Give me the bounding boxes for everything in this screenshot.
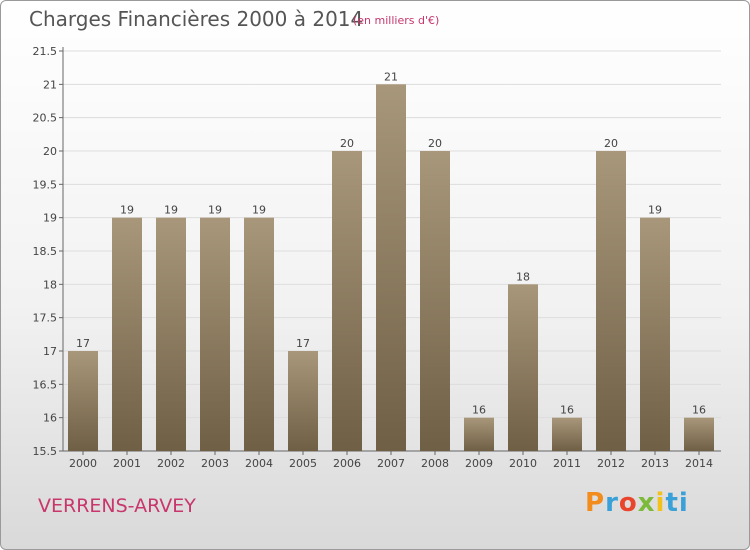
bar-2001 (112, 217, 142, 451)
y-tick-label: 20.5 (33, 112, 58, 125)
y-tick-label: 20 (43, 145, 57, 158)
x-tick-label-2010: 2010 (509, 457, 537, 470)
x-tick-label-2001: 2001 (113, 457, 141, 470)
bar-2007 (376, 84, 406, 451)
x-tick-label-2006: 2006 (333, 457, 361, 470)
y-tick-labels: 15.5 16 16.5 17 17.5 18 18.5 19 19.5 20 20.5 21 21.5 (33, 45, 58, 458)
y-tick-label: 16 (43, 412, 57, 425)
bar-2006 (332, 151, 362, 451)
y-tick-label: 19.5 (33, 178, 58, 191)
bar-2011 (552, 417, 582, 451)
y-tick-label: 18.5 (33, 245, 58, 258)
value-label-2005: 17 (296, 337, 310, 350)
value-label-2014: 16 (692, 404, 706, 417)
y-tick-label: 17.5 (33, 312, 58, 325)
bar-2005 (288, 351, 318, 451)
y-tick-label: 21.5 (33, 45, 58, 58)
place-name: VERRENS-ARVEY (38, 495, 196, 517)
bar-2000 (68, 351, 98, 451)
x-tick-label-2002: 2002 (157, 457, 185, 470)
x-tick-label-2003: 2003 (201, 457, 229, 470)
x-tick-label-2013: 2013 (641, 457, 669, 470)
y-tick-label: 15.5 (33, 445, 58, 458)
proxiti-logo[interactable]: Proxiti (585, 488, 689, 518)
x-tick-label-2005: 2005 (289, 457, 317, 470)
data-labels: 17 19 19 19 19 17 20 21 20 16 18 16 20 19 16 (76, 70, 706, 416)
value-label-2010: 18 (516, 270, 530, 283)
x-tick-label-2007: 2007 (377, 457, 405, 470)
value-label-2006: 20 (340, 137, 354, 150)
value-label-2011: 16 (560, 404, 574, 417)
bar-2003 (200, 217, 230, 451)
value-label-2007: 21 (384, 70, 398, 83)
y-tick-label: 19 (43, 212, 57, 225)
x-tick-label-2008: 2008 (421, 457, 449, 470)
value-label-2013: 19 (648, 204, 662, 217)
value-label-2003: 19 (208, 204, 222, 217)
x-tick-label-2000: 2000 (69, 457, 97, 470)
chart-title: Charges Financières 2000 à 2014 (29, 7, 364, 31)
value-label-2012: 20 (604, 137, 618, 150)
value-label-2004: 19 (252, 204, 266, 217)
bar-2014 (684, 417, 714, 451)
value-label-2000: 17 (76, 337, 90, 350)
value-label-2008: 20 (428, 137, 442, 150)
bar-2008 (420, 151, 450, 451)
y-tick-label: 17 (43, 345, 57, 358)
bars (68, 84, 714, 451)
x-tick-label-2014: 2014 (685, 457, 713, 470)
value-label-2009: 16 (472, 404, 486, 417)
bar-2004 (244, 217, 274, 451)
x-tick-label-2004: 2004 (245, 457, 273, 470)
x-tick-label-2011: 2011 (553, 457, 581, 470)
bar-2009 (464, 417, 494, 451)
x-tick-labels: 2000 2001 2002 2003 2004 2005 2006 2007 2008 2009… (69, 457, 713, 470)
bar-2012 (596, 151, 626, 451)
bar-2010 (508, 284, 538, 451)
x-tick-label-2012: 2012 (597, 457, 625, 470)
value-label-2002: 19 (164, 204, 178, 217)
y-tick-label: 16.5 (33, 378, 58, 391)
y-tick-label: 18 (43, 278, 57, 291)
bar-2013 (640, 217, 670, 451)
chart-subtitle: (en milliers d'€) (353, 14, 440, 27)
y-tick-label: 21 (43, 78, 57, 91)
x-tick-label-2009: 2009 (465, 457, 493, 470)
bar-2002 (156, 217, 186, 451)
value-label-2001: 19 (120, 204, 134, 217)
